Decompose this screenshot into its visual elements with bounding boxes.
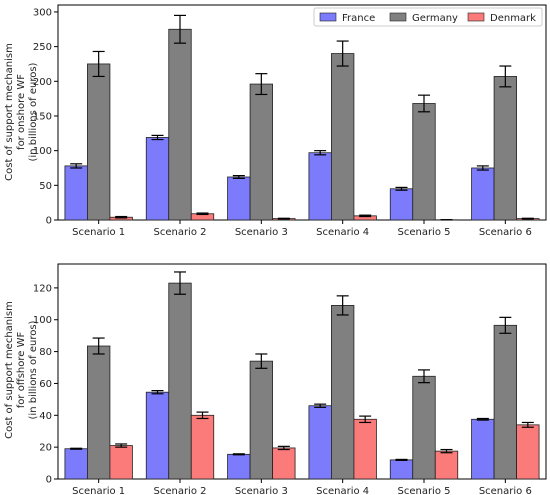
offshore-bar-germany <box>249 360 273 480</box>
onshore-xtick-label: Scenario 5 <box>397 227 450 238</box>
offshore-chart: Cost of support mechanism for offshore W… <box>4 263 547 495</box>
offshore-bar-france <box>227 453 251 480</box>
offshore-bar-france <box>64 448 88 480</box>
onshore-ytick-label: 250 <box>33 42 52 53</box>
offshore-bar-denmark <box>353 418 377 480</box>
offshore-bar-denmark <box>516 424 540 480</box>
offshore-xtick-label: Scenario 3 <box>235 486 288 495</box>
onshore-xtick-label: Scenario 3 <box>235 227 288 238</box>
offshore-bar-germany <box>331 305 355 480</box>
onshore-plot-frame <box>57 4 547 221</box>
legend-swatch-denmark <box>467 12 485 22</box>
offshore-xtick-label: Scenario 1 <box>72 486 125 495</box>
offshore-ytick-label: 40 <box>39 411 52 422</box>
onshore-bar-germany <box>331 53 355 221</box>
onshore-bar-germany <box>412 103 436 221</box>
onshore-bar-germany <box>168 28 192 221</box>
offshore-ytick-label: 0 <box>46 475 52 486</box>
onshore-ytick-label: 200 <box>33 77 52 88</box>
offshore-xtick-label: Scenario 4 <box>316 486 369 495</box>
offshore-xtick-label: Scenario 2 <box>153 486 206 495</box>
onshore-bar-germany <box>493 76 517 221</box>
offshore-bar-denmark <box>272 447 296 480</box>
onshore-ytick-label: 50 <box>39 181 52 192</box>
onshore-bar-france <box>64 165 88 221</box>
offshore-bar-germany <box>493 324 517 480</box>
offshore-ytick-label: 60 <box>39 379 52 390</box>
offshore-xtick-label: Scenario 5 <box>397 486 450 495</box>
onshore-ylabel-line2: for onshore WF <box>16 74 27 150</box>
offshore-bar-germany <box>87 345 111 480</box>
onshore-bar-france <box>389 188 414 221</box>
onshore-bar-germany <box>87 63 111 221</box>
offshore-bar-denmark <box>190 414 215 480</box>
offshore-ytick-label: 100 <box>33 315 52 326</box>
offshore-ylabel-line1: Cost of support mechanism <box>4 301 15 439</box>
onshore-ytick-label: 0 <box>46 216 52 227</box>
onshore-ytick-label: 150 <box>33 111 52 122</box>
legend: France Germany Denmark <box>313 7 543 27</box>
legend-box <box>313 7 543 27</box>
offshore-bar-france <box>308 405 332 480</box>
offshore-bar-denmark <box>109 445 133 480</box>
onshore-xtick-label: Scenario 6 <box>479 227 532 238</box>
onshore-bar-france <box>145 137 170 221</box>
onshore-ylabel-line1: Cost of support mechanism <box>4 43 15 181</box>
offshore-bar-france <box>471 418 495 480</box>
onshore-xtick-label: Scenario 2 <box>153 227 206 238</box>
offshore-bar-denmark <box>434 450 459 480</box>
onshore-bar-france <box>227 176 251 221</box>
onshore-xtick-label: Scenario 4 <box>316 227 369 238</box>
onshore-ylabel-line3: (in billions of euros) <box>28 62 39 161</box>
offshore-ytick-label: 120 <box>33 283 52 294</box>
onshore-ytick-label: 100 <box>33 146 52 157</box>
offshore-bar-germany <box>168 282 192 480</box>
offshore-xtick-label: Scenario 6 <box>479 486 532 495</box>
onshore-bar-france <box>308 152 332 221</box>
legend-label-denmark: Denmark <box>490 13 536 24</box>
offshore-plot-frame <box>57 263 547 480</box>
onshore-ytick-label: 300 <box>33 7 52 18</box>
offshore-ylabel-line3: (in billions of euros) <box>28 320 39 419</box>
onshore-chart: Cost of support mechanism for onshore WF… <box>4 4 547 238</box>
onshore-bar-germany <box>249 83 273 221</box>
offshore-bar-france <box>145 391 170 480</box>
legend-label-germany: Germany <box>412 13 458 24</box>
offshore-ytick-label: 80 <box>39 347 52 358</box>
offshore-bar-france <box>389 459 414 480</box>
legend-swatch-france <box>319 12 337 22</box>
legend-label-france: France <box>342 13 375 24</box>
onshore-bar-france <box>471 167 495 221</box>
offshore-bar-germany <box>412 375 436 480</box>
offshore-ytick-label: 20 <box>39 443 52 454</box>
legend-swatch-germany <box>389 12 407 22</box>
onshore-xtick-label: Scenario 1 <box>72 227 125 238</box>
offshore-ylabel-line2: for offshore WF <box>16 332 27 409</box>
